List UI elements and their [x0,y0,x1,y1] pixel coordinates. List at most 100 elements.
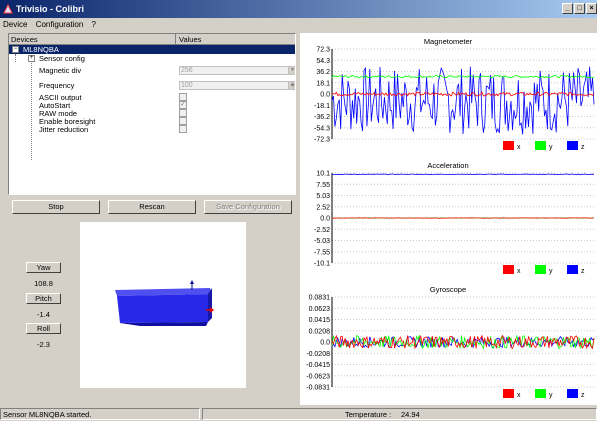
sensor-box-3d-icon [115,280,214,326]
legend-swatch-y [535,141,546,150]
status-bar: Sensor ML8NQBA started. Temperature : 24… [0,407,597,421]
orientation-3d-view[interactable] [80,222,246,388]
charts-panel: Magnetometer 72.3 54.3 36.2 18.1 0.0 -18.1 -36.… [300,33,597,405]
tree-item-enable-boresight[interactable]: Enable boresight [9,117,295,126]
y-tick-label: 0.0623 [309,306,331,313]
series-line-z [331,66,595,135]
y-tick-label: 10.1 [316,171,330,178]
maximize-button[interactable]: □ [574,3,585,14]
rescan-button[interactable]: Rescan [108,200,196,214]
raw-mode-checkbox[interactable] [179,109,187,117]
pitch-label: Pitch [26,293,61,304]
ascii-output-checkbox[interactable] [179,93,187,101]
y-tick-label: -54.3 [314,125,330,132]
legend-label-x: x [517,392,521,399]
collapse-icon[interactable]: − [12,46,19,53]
chart-acceleration: Acceleration 10.1 7.55 5.03 2.52 0.0 -2.52 -5.0… [314,161,595,275]
tree-item-jitter-reduction[interactable]: Jitter reduction [9,125,295,134]
magnetic-div-value: 256 [181,67,193,74]
series-line-x [331,91,595,97]
legend-swatch-x [503,141,514,150]
legend-swatch-z [567,141,578,150]
y-tick-label: -5.03 [314,238,330,245]
legend-swatch-x [503,389,514,398]
column-header-values[interactable]: Values [179,35,202,44]
tree-header: Devices Values [9,34,295,45]
y-tick-label: 0.0831 [309,295,331,302]
series-line-y [331,334,595,350]
y-tick-label: -7.55 [314,249,330,256]
chart-magnetometer: Magnetometer 72.3 54.3 36.2 18.1 0.0 -18.1 -36.… [314,37,595,151]
y-tick-label: 0.0 [320,216,330,223]
spin-arrows-icon[interactable]: ◆ [288,82,295,89]
series-line-z [332,173,594,176]
y-tick-label: 2.52 [316,204,330,211]
menu-bar: Device Configuration ? [0,18,597,31]
chevron-down-icon[interactable]: ▼ [288,67,295,74]
tree-item-autostart[interactable]: AutoStart ✓ [9,101,295,110]
frequency-label: Frequency [39,81,75,90]
roll-value: -2.3 [37,340,50,349]
legend-label-z: z [581,392,585,399]
tree-item-magnetic-div[interactable]: Magnetic div 256 ▼ [9,66,295,75]
tree-root-device[interactable]: − ML8NQBA [9,45,295,54]
legend-swatch-y [535,389,546,398]
y-tick-label: 0.0 [320,340,330,347]
jitter-reduction-label: Jitter reduction [39,125,89,134]
y-tick-label: 54.3 [316,58,330,65]
yaw-label: Yaw [26,262,61,273]
menu-help[interactable]: ? [91,20,96,29]
y-tick-label: -10.1 [314,261,330,268]
legend-label-z: z [581,144,585,151]
sensor-config-label: Sensor config [39,54,85,63]
window-title: Trivisio - Colibri [16,4,85,14]
status-temperature-panel: Temperature : 24.94 [202,408,597,420]
frequency-spinbox[interactable]: 100 ◆ [179,81,295,90]
chart-title: Magnetometer [424,37,473,46]
legend-label-x: x [517,144,521,151]
autostart-checkbox[interactable]: ✓ [179,101,187,109]
y-tick-label: 5.03 [316,193,330,200]
y-tick-label: -36.2 [314,114,330,121]
magnetic-div-label: Magnetic div [39,66,82,75]
save-configuration-button[interactable]: Save Configuration [204,200,292,214]
y-tick-label: -0.0415 [306,362,330,369]
ascii-output-label: ASCII output [39,93,82,102]
tree-item-frequency[interactable]: Frequency 100 ◆ [9,81,295,90]
y-tick-label: 0.0 [320,92,330,99]
y-tick-label: -0.0831 [306,385,330,392]
y-tick-label: -72.3 [314,137,330,144]
menu-configuration[interactable]: Configuration [35,20,84,29]
column-header-devices[interactable]: Devices [9,34,176,45]
series-line-x [331,334,595,350]
jitter-reduction-checkbox[interactable] [179,125,187,133]
menu-device[interactable]: Device [3,20,28,29]
magnetic-div-combo[interactable]: 256 ▼ [179,66,295,75]
autostart-label: AutoStart [39,101,71,110]
legend-label-y: y [549,144,553,151]
device-tree[interactable]: Devices Values − ML8NQBA + Sensor config… [8,33,296,195]
enable-boresight-checkbox[interactable] [179,117,187,125]
title-bar[interactable]: Trivisio - Colibri _ □ × [0,0,597,18]
chart-title: Acceleration [427,161,468,170]
y-tick-label: 7.55 [316,182,330,189]
chart-gyroscope: Gyroscope 0.0831 0.0623 0.0415 0.0208 0.0 -0.0… [306,285,595,399]
legend-label-z: z [581,268,585,275]
y-tick-label: -0.0208 [306,351,330,358]
y-tick-label: -18.1 [314,103,330,110]
tree-item-sensor-config[interactable]: + Sensor config [9,54,295,63]
chart-title: Gyroscope [430,285,466,294]
legend-label-y: y [549,392,553,399]
legend-swatch-x [503,265,514,274]
tree-item-ascii-output[interactable]: ASCII output [9,93,295,102]
pitch-value: -1.4 [37,310,50,319]
minimize-button[interactable]: _ [562,3,573,14]
tree-item-raw-mode[interactable]: RAW mode [9,109,295,118]
stop-button[interactable]: Stop [12,200,100,214]
close-button[interactable]: × [586,3,597,14]
expand-icon[interactable]: + [28,55,35,62]
y-tick-label: -2.52 [314,227,330,234]
y-tick-label: 0.0208 [309,328,331,335]
legend-label-y: y [549,268,553,275]
